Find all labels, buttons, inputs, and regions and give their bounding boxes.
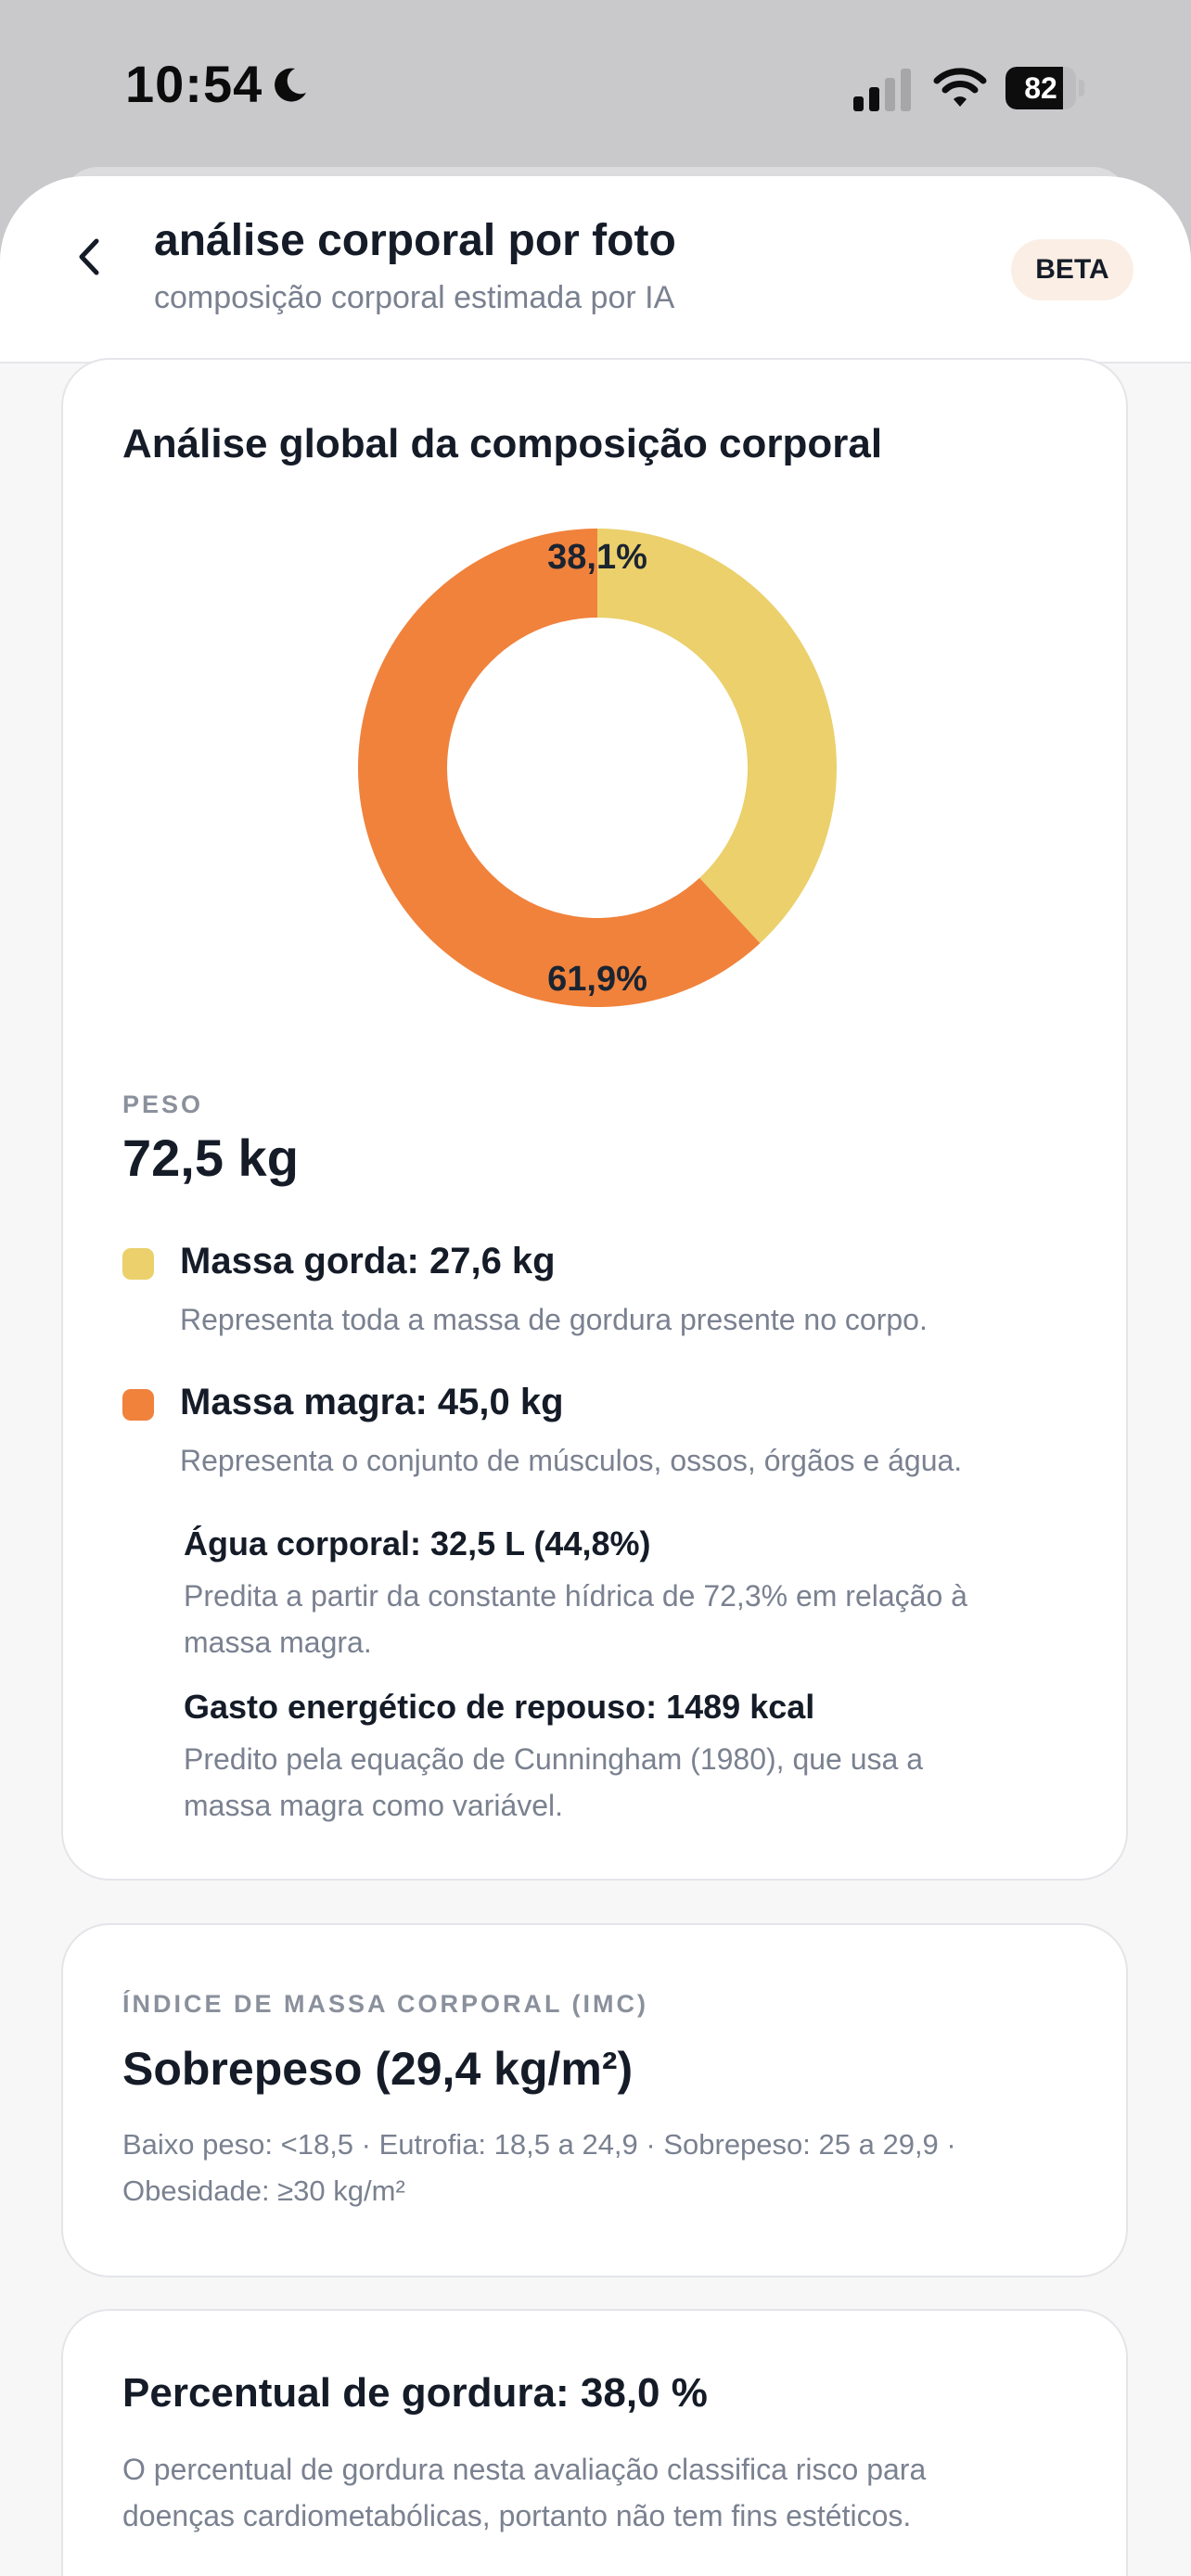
lean-mass-description: Representa o conjunto de músculos, ossos… (180, 1444, 963, 1477)
resting-energy-title: Gasto energético de repouso: 1489 kcal (184, 1688, 815, 1726)
imc-label: ÍNDICE DE MASSA CORPORAL (IMC) (122, 1990, 649, 2018)
fat-percent-description-line1: O percentual de gordura nesta avaliação … (122, 2453, 927, 2486)
status-bar: 10:54 82 (0, 0, 1191, 176)
composition-donut-chart: 38,1% 61,9% (357, 529, 837, 1007)
lean-mass-legend-dot (122, 1389, 154, 1421)
imc-value: Sobrepeso (29,4 kg/m²) (122, 2043, 634, 2095)
battery-percentage: 82 (1024, 71, 1057, 105)
donut-label-massa-gorda: 38,1% (547, 538, 647, 577)
weight-label: PESO (122, 1090, 204, 1118)
composition-title: Análise global da composição corporal (122, 421, 883, 466)
wifi-icon (933, 68, 987, 107)
page-subtitle: composição corporal estimada por IA (154, 280, 675, 315)
body-water-description-line1: Predita a partir da constante hídrica de… (184, 1579, 967, 1613)
fat-mass-legend-dot (122, 1248, 154, 1280)
fat-percent-description-line2: doenças cardiometabólicas, portanto não … (122, 2499, 912, 2532)
imc-card: ÍNDICE DE MASSA CORPORAL (IMC) Sobrepeso… (61, 1923, 1128, 2277)
fat-mass-title: Massa gorda: 27,6 kg (180, 1241, 556, 1282)
body-water-title: Água corporal: 32,5 L (44,8%) (184, 1524, 651, 1562)
back-button[interactable] (56, 224, 121, 289)
modal-sheet: análise corporal por foto composição cor… (0, 176, 1191, 2576)
donut-slice-massa-gorda (597, 529, 837, 944)
body-water-description-line2: massa magra. (184, 1626, 372, 1659)
resting-energy-description-line2: massa magra como variável. (184, 1789, 564, 1822)
fat-mass-description: Representa toda a massa de gordura prese… (180, 1303, 928, 1336)
moon-icon (275, 68, 306, 102)
fat-percent-card: Percentual de gordura: 38,0 % O percentu… (61, 2309, 1128, 2576)
imc-scale-line2: Obesidade: ≥30 kg/m² (122, 2174, 405, 2207)
composition-card: Análise global da composição corporal 38… (61, 358, 1128, 1881)
resting-energy-description-line1: Predito pela equação de Cunningham (1980… (184, 1742, 924, 1776)
lean-mass-title: Massa magra: 45,0 kg (180, 1382, 564, 1422)
chevron-left-icon (79, 238, 99, 275)
sheet-header: análise corporal por foto composição cor… (0, 176, 1191, 363)
donut-label-massa-magra: 61,9% (547, 960, 647, 999)
status-time: 10:54 (125, 55, 263, 113)
imc-scale-line1: Baixo peso: <18,5 · Eutrofia: 18,5 a 24,… (122, 2128, 956, 2161)
page-title: análise corporal por foto (154, 216, 676, 265)
beta-badge: BETA (1011, 239, 1133, 300)
donut-slice-massa-magra (357, 529, 761, 1007)
weight-value: 72,5 kg (122, 1129, 299, 1187)
fat-percent-title: Percentual de gordura: 38,0 % (122, 2370, 708, 2416)
cellular-signal-icon (853, 69, 911, 111)
battery-icon: 82 (1005, 67, 1085, 109)
